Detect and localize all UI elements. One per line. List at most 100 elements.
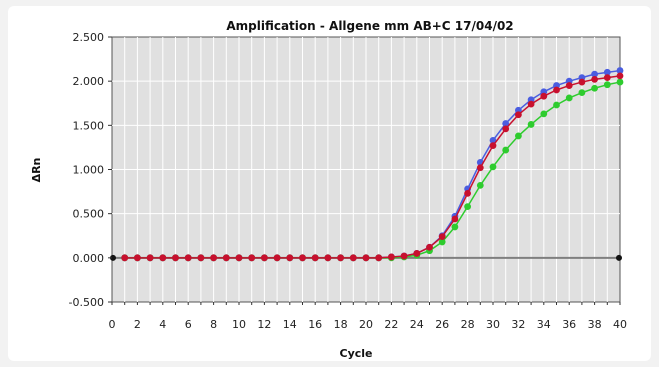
x-axis-ticks: 0 2 4 6 8 10 12 14 16 18 20 22 24 26 28 30 32 34 36 38 40 xyxy=(109,302,627,331)
data-point xyxy=(311,254,319,262)
x-tick-label: 22 xyxy=(384,318,398,331)
data-point xyxy=(540,110,548,118)
x-tick-label: 34 xyxy=(537,318,551,331)
data-point xyxy=(502,120,510,127)
data-point xyxy=(591,76,598,83)
series-3 xyxy=(121,72,624,262)
data-point xyxy=(438,238,446,246)
data-point xyxy=(134,254,141,262)
data-point xyxy=(324,254,332,262)
data-point xyxy=(476,182,484,189)
data-point xyxy=(489,142,497,150)
x-tick-label: 16 xyxy=(308,318,322,331)
data-point xyxy=(159,254,167,262)
x-tick-label: 40 xyxy=(613,318,627,331)
data-point xyxy=(540,92,548,100)
x-tick-label: 14 xyxy=(283,318,297,331)
data-point xyxy=(400,252,408,260)
data-point xyxy=(222,254,230,262)
data-point xyxy=(603,68,611,76)
data-point xyxy=(515,111,522,119)
x-axis-label: Cycle xyxy=(340,347,373,360)
data-point xyxy=(565,82,573,89)
data-point xyxy=(299,254,306,262)
y-tick-label: -0.500 xyxy=(69,296,104,309)
data-point xyxy=(553,101,560,109)
data-point xyxy=(451,223,459,231)
threshold-handle-right xyxy=(616,254,622,261)
y-tick-label: 2.000 xyxy=(73,75,105,88)
grid-lines xyxy=(112,37,620,302)
data-point xyxy=(476,164,484,172)
data-point xyxy=(502,146,510,154)
data-point xyxy=(413,250,421,257)
data-point xyxy=(375,254,383,262)
y-axis-ticks: -0.500 0.000 0.500 1.000 1.500 2.000 2.500 xyxy=(69,31,112,309)
x-tick-label: 18 xyxy=(334,318,348,331)
data-point xyxy=(210,254,218,262)
data-point xyxy=(616,67,624,74)
data-point xyxy=(603,74,611,82)
data-point xyxy=(616,72,624,80)
data-point xyxy=(527,100,535,108)
data-point xyxy=(388,253,395,261)
x-tick-label: 26 xyxy=(435,318,449,331)
data-series xyxy=(121,67,624,262)
series-line xyxy=(124,75,621,259)
data-point xyxy=(184,254,192,262)
data-point xyxy=(464,189,471,197)
x-tick-label: 12 xyxy=(257,318,271,331)
data-point xyxy=(286,254,294,262)
data-point xyxy=(248,254,256,262)
data-point xyxy=(273,254,281,262)
y-tick-label: 0.500 xyxy=(73,208,105,221)
data-point xyxy=(489,163,497,171)
y-tick-label: 0.000 xyxy=(73,252,105,265)
x-tick-label: 10 xyxy=(232,318,246,331)
data-point xyxy=(591,84,598,92)
data-point xyxy=(426,243,433,251)
x-tick-label: 2 xyxy=(134,318,141,331)
y-tick-label: 1.500 xyxy=(73,119,105,132)
data-point xyxy=(565,94,573,102)
data-point xyxy=(603,81,611,89)
data-point xyxy=(515,132,522,140)
data-point xyxy=(553,86,560,94)
data-point xyxy=(489,136,497,144)
data-point xyxy=(235,254,243,262)
data-point xyxy=(362,254,370,262)
data-point xyxy=(121,254,129,262)
x-tick-label: 38 xyxy=(588,318,602,331)
data-point xyxy=(261,254,268,262)
data-point xyxy=(578,78,586,86)
x-tick-label: 8 xyxy=(210,318,217,331)
data-point xyxy=(438,233,446,241)
threshold-handle-left xyxy=(110,254,116,261)
data-point xyxy=(172,254,179,262)
chart-title: Amplification - Allgene mm AB+C 17/04/02 xyxy=(226,19,513,33)
data-point xyxy=(502,125,510,133)
data-point xyxy=(527,121,535,128)
data-point xyxy=(464,203,471,211)
x-tick-label: 28 xyxy=(461,318,475,331)
x-tick-label: 36 xyxy=(562,318,576,331)
y-axis-label: ΔRn xyxy=(30,158,43,183)
y-tick-label: 1.000 xyxy=(73,164,105,177)
x-tick-label: 24 xyxy=(410,318,424,331)
x-tick-label: 0 xyxy=(109,318,116,331)
data-point xyxy=(591,70,598,78)
data-point xyxy=(451,215,459,223)
y-tick-label: 2.500 xyxy=(73,31,105,44)
x-tick-label: 6 xyxy=(185,318,192,331)
data-point xyxy=(616,78,624,86)
data-point xyxy=(578,89,586,97)
x-tick-label: 30 xyxy=(486,318,500,331)
x-tick-label: 20 xyxy=(359,318,373,331)
data-point xyxy=(337,254,344,262)
x-tick-label: 32 xyxy=(511,318,525,331)
data-point xyxy=(197,254,205,262)
data-point xyxy=(349,254,357,262)
data-point xyxy=(146,254,154,262)
x-tick-label: 4 xyxy=(159,318,166,331)
